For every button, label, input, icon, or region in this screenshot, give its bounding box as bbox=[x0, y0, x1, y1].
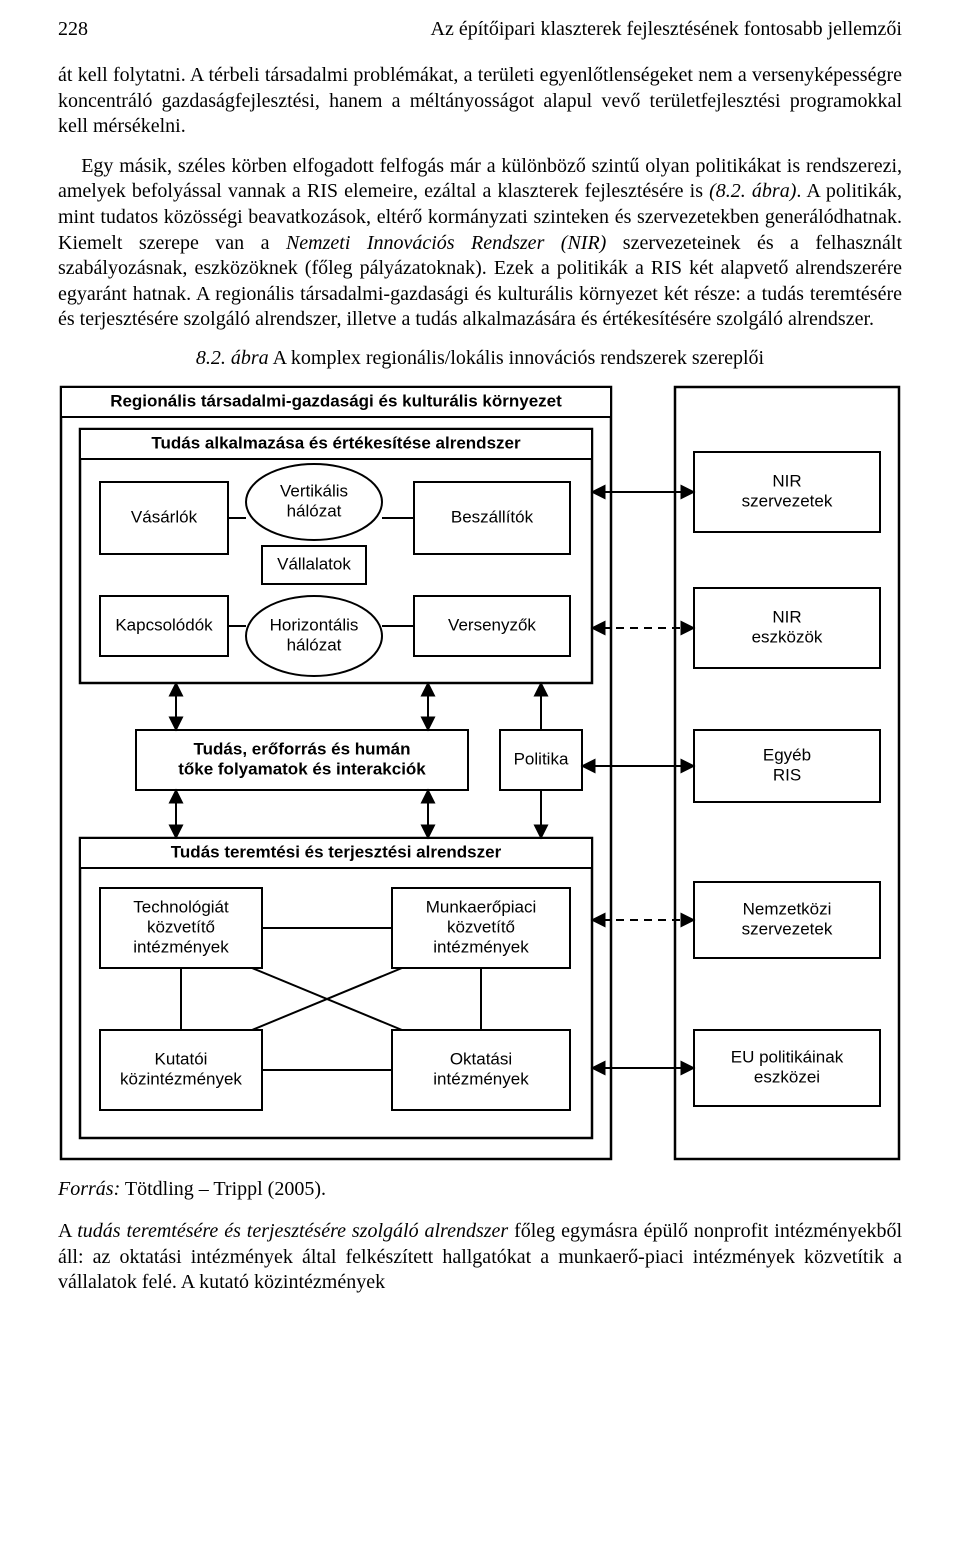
svg-text:Egyéb: Egyéb bbox=[763, 745, 811, 764]
running-title: Az építőipari klaszterek fejlesztésének … bbox=[431, 18, 902, 41]
svg-text:Vállalatok: Vállalatok bbox=[277, 554, 351, 573]
svg-text:szervezetek: szervezetek bbox=[742, 491, 833, 510]
svg-text:Regionális társadalmi-gazdaság: Regionális társadalmi-gazdasági és kultu… bbox=[110, 391, 562, 410]
svg-text:tőke folyamatok és interakciók: tőke folyamatok és interakciók bbox=[178, 759, 426, 778]
svg-text:közvetítő: közvetítő bbox=[147, 917, 215, 936]
svg-text:Tudás alkalmazása és értékesít: Tudás alkalmazása és értékesítése alrend… bbox=[151, 433, 521, 452]
figure-caption: 8.2. ábra A komplex regionális/lokális i… bbox=[58, 347, 902, 370]
svg-text:Technológiát: Technológiát bbox=[133, 897, 229, 916]
running-header: 228 Az építőipari klaszterek fejlesztésé… bbox=[58, 18, 902, 41]
svg-text:Vásárlók: Vásárlók bbox=[131, 507, 198, 526]
ris-diagram: Regionális társadalmi-gazdasági és kultu… bbox=[58, 384, 902, 1164]
svg-text:EU politikáinak: EU politikáinak bbox=[731, 1047, 844, 1066]
svg-text:hálózat: hálózat bbox=[287, 635, 342, 654]
svg-text:Beszállítók: Beszállítók bbox=[451, 507, 534, 526]
svg-text:Versenyzők: Versenyzők bbox=[448, 615, 536, 634]
page: 228 Az építőipari klaszterek fejlesztésé… bbox=[0, 0, 960, 1330]
svg-text:Kapcsolódók: Kapcsolódók bbox=[115, 615, 213, 634]
svg-text:NIR: NIR bbox=[772, 471, 801, 490]
paragraph-2: Egy másik, széles körben elfogadott felf… bbox=[58, 154, 902, 333]
svg-text:Tudás teremtési és terjesztési: Tudás teremtési és terjesztési alrendsze… bbox=[171, 842, 502, 861]
svg-text:intézmények: intézmények bbox=[433, 1069, 529, 1088]
svg-text:RIS: RIS bbox=[773, 765, 801, 784]
svg-text:közintézmények: közintézmények bbox=[120, 1069, 242, 1088]
svg-text:eszközei: eszközei bbox=[754, 1067, 820, 1086]
svg-text:Munkaerőpiaci: Munkaerőpiaci bbox=[426, 897, 537, 916]
svg-text:Nemzetközi: Nemzetközi bbox=[743, 899, 832, 918]
svg-text:szervezetek: szervezetek bbox=[742, 919, 833, 938]
svg-text:Politika: Politika bbox=[514, 749, 569, 768]
svg-text:Vertikális: Vertikális bbox=[280, 481, 348, 500]
svg-text:közvetítő: közvetítő bbox=[447, 917, 515, 936]
figure-source: Forrás: Tötdling – Trippl (2005). bbox=[58, 1178, 902, 1201]
svg-text:Tudás, erőforrás és humán: Tudás, erőforrás és humán bbox=[194, 739, 411, 758]
svg-text:Kutatói: Kutatói bbox=[155, 1049, 208, 1068]
svg-text:Oktatási: Oktatási bbox=[450, 1049, 512, 1068]
svg-text:hálózat: hálózat bbox=[287, 501, 342, 520]
svg-text:intézmények: intézmények bbox=[433, 937, 529, 956]
page-number: 228 bbox=[58, 18, 88, 41]
paragraph-1: át kell folytatni. A térbeli társadalmi … bbox=[58, 63, 902, 140]
svg-text:eszközök: eszközök bbox=[752, 627, 823, 646]
diagram-container: Regionális társadalmi-gazdasági és kultu… bbox=[58, 384, 902, 1164]
closing-paragraph: A tudás teremtésére és terjesztésére szo… bbox=[58, 1219, 902, 1296]
svg-text:intézmények: intézmények bbox=[133, 937, 229, 956]
svg-text:NIR: NIR bbox=[772, 607, 801, 626]
svg-text:Horizontális: Horizontális bbox=[270, 615, 359, 634]
